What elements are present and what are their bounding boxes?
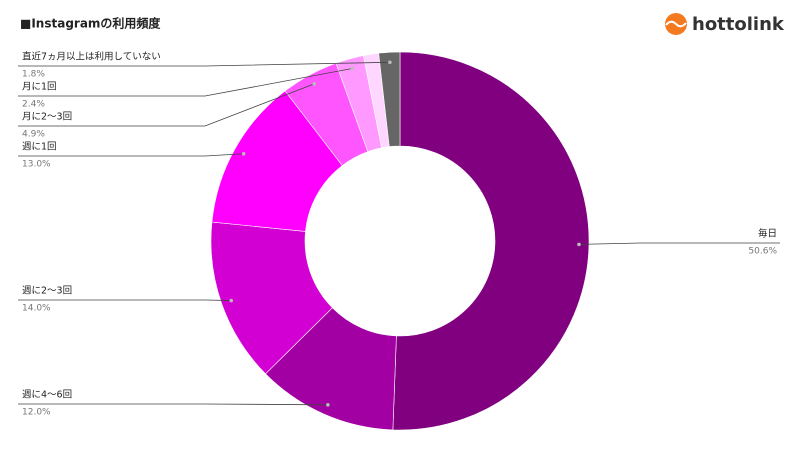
leader-line <box>18 68 353 97</box>
leader-dot <box>326 403 330 407</box>
leader-line <box>18 83 315 127</box>
category-label: 直近7ヵ月以上は利用していない <box>22 51 161 63</box>
donut-segment <box>378 51 401 147</box>
leader-line <box>18 299 232 301</box>
logo-text: hottolink <box>692 14 785 35</box>
leader-line <box>578 242 780 245</box>
category-label: 月に1回 <box>22 82 57 93</box>
leader-dot <box>388 60 392 65</box>
category-label: 週に4～6回 <box>22 389 72 401</box>
value-label: 12.0% <box>22 408 51 418</box>
value-label: 1.8% <box>22 70 45 80</box>
leader-line <box>18 153 244 157</box>
leader-dot <box>350 66 355 71</box>
leader-dot <box>312 82 317 86</box>
value-label: 13.0% <box>22 160 51 170</box>
category-label: 月に2～3回 <box>22 112 72 123</box>
leader-dot <box>577 242 581 247</box>
category-label: 毎日 <box>758 228 777 240</box>
value-label: 4.9% <box>22 130 45 140</box>
value-label: 2.4% <box>22 100 45 110</box>
leader-dot <box>241 151 246 156</box>
leader-dot <box>229 298 234 303</box>
category-label: 週に2～3回 <box>22 285 72 297</box>
logo: hottolink <box>665 13 785 35</box>
leader-line <box>18 403 328 406</box>
donut-segment <box>392 51 590 431</box>
chart-title: ■Instagramの利用頻度 <box>20 16 161 31</box>
value-label: 14.0% <box>22 304 51 314</box>
logo-wave <box>665 20 687 28</box>
category-label: 週に1回 <box>22 141 57 153</box>
leader-line <box>18 61 390 67</box>
value-label: 50.6% <box>748 247 777 257</box>
